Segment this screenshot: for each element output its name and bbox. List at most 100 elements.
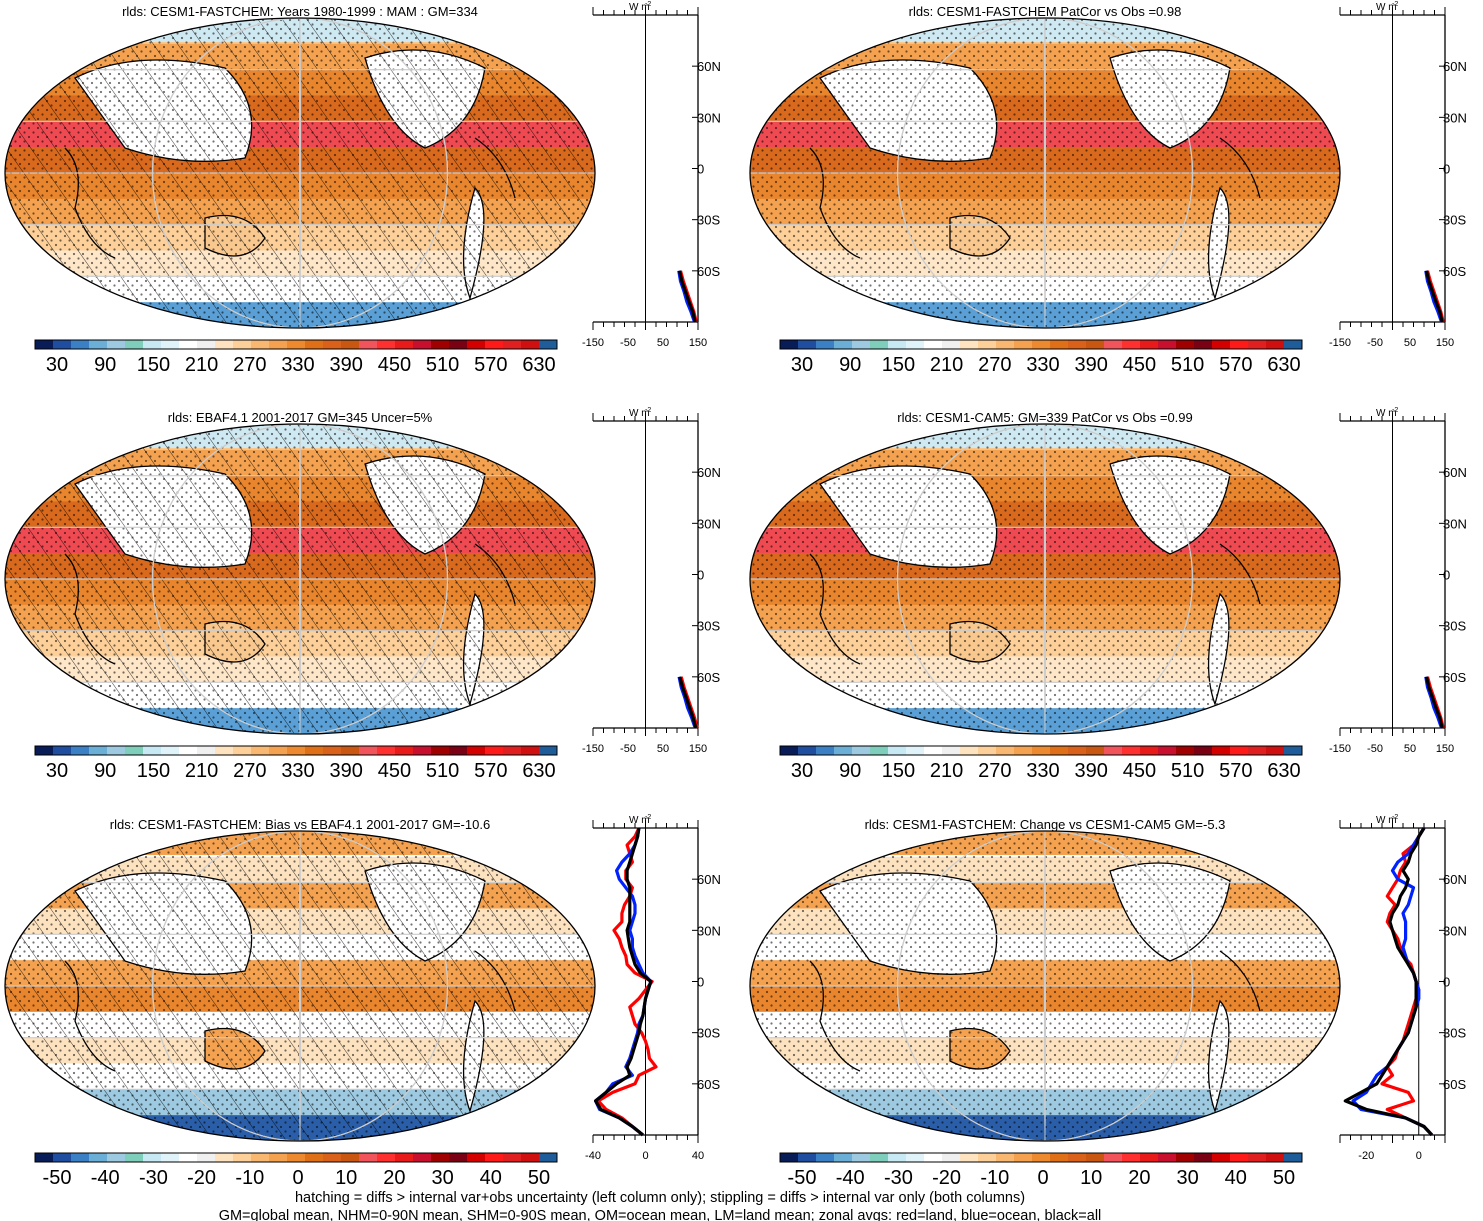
colorbar-label: 150: [137, 760, 170, 782]
colorbar-swatch: [35, 340, 54, 349]
zonal-xtick-label: 50: [657, 743, 669, 755]
colorbar-swatch: [215, 1153, 234, 1162]
zonal-unit: W m: [1376, 2, 1397, 13]
graticule-lon: [896, 831, 1194, 1141]
footer-line-2: GM=global mean, NHM=0-90N mean, SHM=0-90…: [219, 1208, 1102, 1221]
colorbar-swatch: [341, 1153, 360, 1162]
colorbar-swatch: [1158, 340, 1177, 349]
map-bottom-left: [5, 831, 595, 1141]
colorbar-swatch: [1284, 746, 1303, 755]
map-frame: [4, 17, 596, 329]
zonal-unit: W m: [629, 815, 650, 826]
colorbar-label: 270: [233, 760, 266, 782]
graticule-lon: [298, 18, 302, 328]
colorbar-label: 210: [185, 760, 218, 782]
colorbar-swatch: [503, 340, 522, 349]
colorbar-label: 90: [839, 354, 861, 376]
colorbar-swatch: [71, 340, 90, 349]
graticule-lon: [151, 831, 449, 1141]
zonal-unit-sup: -2: [645, 814, 651, 821]
colorbar-swatch: [1050, 746, 1069, 755]
colorbar-swatch: [816, 1153, 835, 1162]
colorbar-swatch: [1086, 1153, 1105, 1162]
map-middle-left: [5, 424, 595, 734]
lat-label: 0: [1443, 975, 1450, 990]
panel-middle-left: rlds: EBAF4.1 2001-2017 GM=345 Uncer=5% 3…: [4, 407, 721, 782]
colorbar-swatch: [53, 340, 72, 349]
graticule-lon: [1043, 424, 1047, 734]
colorbar-swatch: [1176, 1153, 1195, 1162]
colorbar-swatch: [834, 340, 853, 349]
colorbar-label: 450: [378, 760, 411, 782]
colorbar-label: 90: [94, 760, 116, 782]
colorbar-label: 30: [46, 760, 68, 782]
colorbar-frame: [34, 339, 558, 350]
colorbar-swatch: [539, 340, 558, 349]
colorbar-label: -20: [932, 1167, 961, 1189]
lat-label: 30S: [1443, 1026, 1466, 1041]
colorbar-swatch: [870, 340, 889, 349]
colorbar-label: -10: [980, 1167, 1009, 1189]
colorbar-swatch: [89, 1153, 108, 1162]
colorbar-frame: [779, 339, 1303, 350]
colorbar-swatch: [179, 746, 198, 755]
lat-label: 60N: [697, 872, 721, 887]
colorbar-swatch: [1050, 1153, 1069, 1162]
colorbar-label: 150: [137, 354, 170, 376]
colorbar-label: 570: [1219, 354, 1252, 376]
colorbar-swatch: [1014, 1153, 1033, 1162]
colorbar-swatch: [1230, 746, 1249, 755]
panel-title: rlds: EBAF4.1 2001-2017 GM=345 Uncer=5%: [168, 410, 433, 425]
colorbar-swatch: [107, 340, 126, 349]
colorbar-swatch: [1032, 746, 1051, 755]
lat-label: 30N: [697, 923, 721, 938]
colorbar-swatch: [305, 340, 324, 349]
colorbar-swatch: [89, 746, 108, 755]
colorbar-label: -40: [91, 1167, 120, 1189]
colorbar-swatch: [780, 340, 799, 349]
colorbar-label: 510: [426, 760, 459, 782]
lat-label: 0: [1443, 162, 1450, 177]
lat-label: 60S: [697, 1077, 720, 1092]
colorbar-swatch: [89, 340, 108, 349]
colorbar-label: 20: [1128, 1167, 1150, 1189]
colorbar-swatch: [1212, 1153, 1231, 1162]
colorbar-swatch: [924, 746, 943, 755]
colorbar-swatch: [996, 340, 1015, 349]
colorbar-swatch: [521, 746, 540, 755]
colorbar-swatch: [503, 746, 522, 755]
colorbar-swatch: [1032, 340, 1051, 349]
colorbar-label: 270: [233, 354, 266, 376]
colorbar-swatch: [1266, 340, 1285, 349]
colorbar-swatch: [816, 340, 835, 349]
colorbar-3: 30 90 150 210 270 330 390 450 510 570 630: [779, 745, 1303, 782]
colorbar-swatch: [1122, 340, 1141, 349]
colorbar-swatch: [467, 340, 486, 349]
zonal-xtick-label: 150: [1436, 337, 1454, 349]
colorbar-swatch: [233, 340, 252, 349]
zonal-plot: 60N 30N 0 30S 60S W m-2 -150 -50 50 150: [582, 407, 721, 755]
zonal-plot: 60N 30N 0 30S 60S W m-2 -150 -50 50 150: [1329, 1, 1467, 349]
colorbar-label: 90: [839, 760, 861, 782]
zonal-unit-sup: -2: [1392, 1, 1398, 8]
colorbar-swatch: [125, 746, 144, 755]
map-top-left: [5, 18, 595, 328]
colorbar-swatch: [125, 340, 144, 349]
zonal-xtick-label: -50: [1367, 743, 1383, 755]
colorbar-swatch: [305, 746, 324, 755]
colorbar-swatch: [1014, 746, 1033, 755]
colorbar-label: 450: [378, 354, 411, 376]
colorbar-label: -10: [235, 1167, 264, 1189]
colorbar-frame: [779, 1152, 1303, 1163]
lat-label: 30N: [1443, 923, 1467, 938]
zonal-xtick-label: -150: [582, 337, 604, 349]
colorbar-swatch: [942, 1153, 961, 1162]
zonal-unit: W m: [629, 408, 650, 419]
colorbar-swatch: [35, 1153, 54, 1162]
lat-label: 30S: [1443, 213, 1466, 228]
colorbar-swatch: [53, 1153, 72, 1162]
colorbar-swatch: [798, 340, 817, 349]
panel-top-left: rlds: CESM1-FASTCHEM: Years 1980-1999 : …: [4, 1, 721, 376]
colorbar-swatch: [1248, 746, 1267, 755]
colorbar-label: -30: [884, 1167, 913, 1189]
